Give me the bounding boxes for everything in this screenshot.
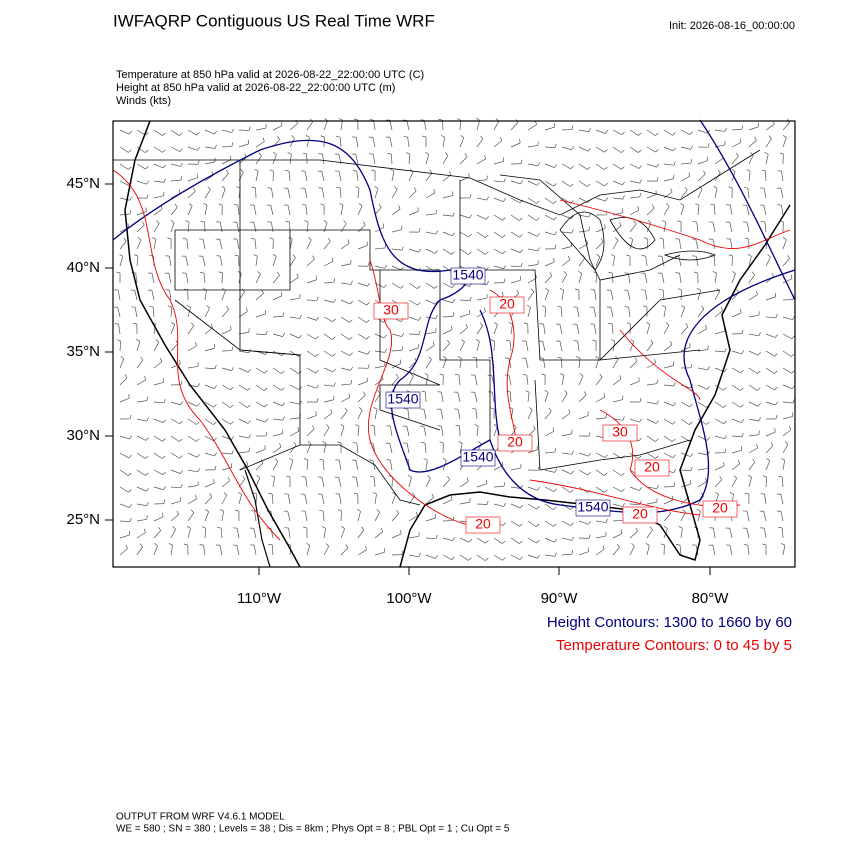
wind-barb-flag xyxy=(324,118,327,120)
wind-barb-flag xyxy=(336,494,340,495)
wind-barb-flag xyxy=(354,119,358,120)
lon-label: 90°W xyxy=(541,590,579,607)
contour-label: 1540 xyxy=(577,499,608,515)
wind-barb-flag xyxy=(676,273,680,274)
contour-label: 20 xyxy=(632,506,648,522)
wind-barb-flag xyxy=(370,120,374,121)
lon-label: 80°W xyxy=(692,590,730,607)
lon-label: 110°W xyxy=(237,590,282,607)
lat-label: 40°N xyxy=(66,259,100,276)
contour-label: 1540 xyxy=(462,449,493,465)
legend-height: Height Contours: 1300 to 1660 by 60 xyxy=(547,614,792,631)
contour-label: 30 xyxy=(383,302,399,318)
footer-line: WE = 580 ; SN = 380 ; Levels = 38 ; Dis … xyxy=(116,824,510,835)
map-background xyxy=(113,121,795,567)
contour-label: 20 xyxy=(644,459,660,475)
contour-label: 20 xyxy=(499,296,515,312)
title: IWFAQRP Contiguous US Real Time WRF xyxy=(113,11,435,30)
wind-barb-flag xyxy=(457,119,461,120)
contour-label: 30 xyxy=(612,424,628,440)
contour-label: 20 xyxy=(507,434,523,450)
contour-label: 1540 xyxy=(452,267,483,283)
wind-barb-flag xyxy=(476,118,479,120)
lon-label: 100°W xyxy=(386,590,432,607)
lat-label: 25°N xyxy=(66,511,100,528)
wind-barb-flag xyxy=(438,119,442,120)
lat-label: 35°N xyxy=(66,343,100,360)
init-time: Init: 2026-08-16_00:00:00 xyxy=(669,20,795,32)
contour-label: 20 xyxy=(712,500,728,516)
wind-barb-flag xyxy=(339,118,343,120)
lat-label: 30°N xyxy=(66,427,100,444)
field-label: Height at 850 hPa valid at 2026-08-22_22… xyxy=(116,82,395,94)
map: 1540 1540 1540 1540 30 20 20 30 20 20 20 20 45°N 40°… xyxy=(66,118,795,607)
field-label: Winds (kts) xyxy=(116,95,171,107)
lat-label: 45°N xyxy=(66,175,100,192)
footer-line: OUTPUT FROM WRF V4.6.1 MODEL xyxy=(116,812,285,823)
legend-temperature: Temperature Contours: 0 to 45 by 5 xyxy=(556,637,792,654)
contour-label: 20 xyxy=(475,516,491,532)
contour-label: 1540 xyxy=(387,391,418,407)
field-label: Temperature at 850 hPa valid at 2026-08-… xyxy=(116,69,424,81)
